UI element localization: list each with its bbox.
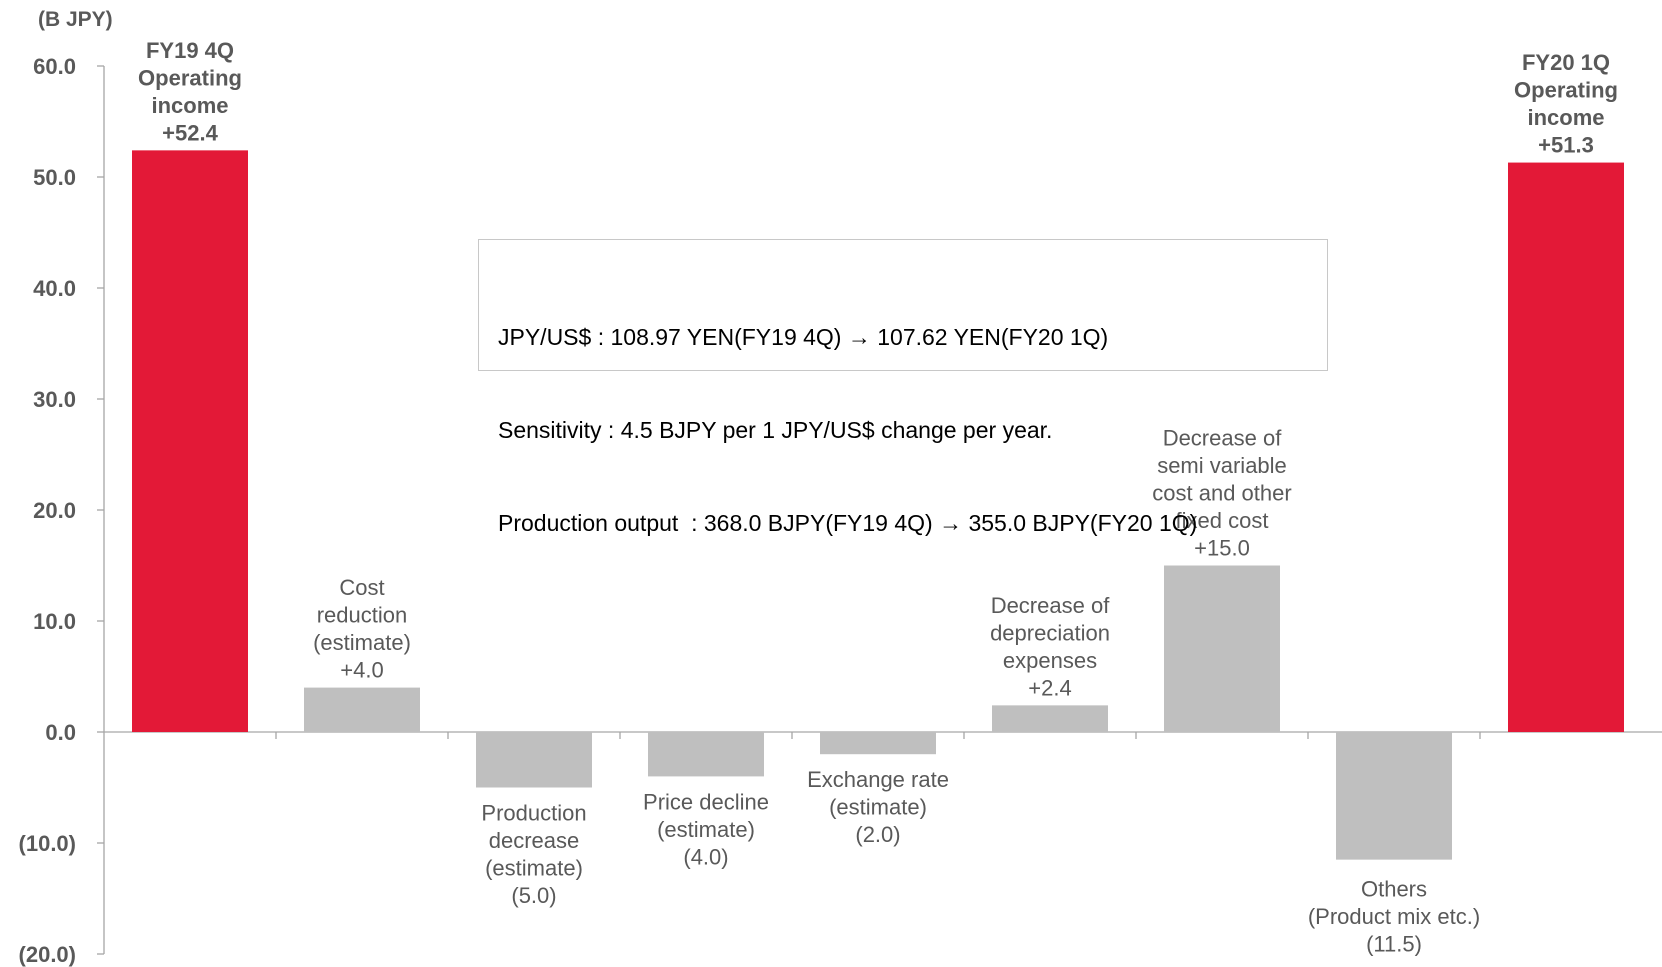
bar-data-label: Cost reduction (estimate) +4.0 — [313, 575, 411, 683]
bar-data-label: Others (Product mix etc.) (11.5) — [1308, 877, 1480, 957]
y-tick-label: 30.0 — [33, 387, 76, 412]
bar-data-label-line: (estimate) — [657, 817, 755, 842]
y-tick-label: (20.0) — [19, 942, 76, 967]
bar-data-label-line: cost and other — [1152, 481, 1291, 506]
y-tick-label: 50.0 — [33, 165, 76, 190]
y-tick-label: 20.0 — [33, 498, 76, 523]
bar-data-label: Production decrease (estimate) (5.0) — [481, 801, 586, 909]
unit-label: (B JPY) — [38, 8, 113, 31]
bar-data-label: FY19 4Q Operating income +52.4 — [138, 38, 242, 146]
bar-data-label-line: (Product mix etc.) — [1308, 904, 1480, 929]
info-line-exchange: JPY/US$ : 108.97 YEN(FY19 4Q) → 107.62 Y… — [498, 324, 1109, 350]
y-tick-label: 10.0 — [33, 609, 76, 634]
bar-data-label: Decrease of depreciation expenses +2.4 — [990, 593, 1110, 701]
delta-bar — [648, 732, 764, 777]
bar-data-label-line: Exchange rate — [807, 767, 949, 792]
delta-bar — [1336, 732, 1452, 860]
bar-data-label: FY20 1Q Operating income +51.3 — [1514, 50, 1618, 158]
bar-data-label-line: Decrease of — [991, 593, 1111, 618]
bar-data-label-line: +15.0 — [1194, 536, 1250, 561]
bar-data-label-line: (2.0) — [855, 822, 900, 847]
bar-data-label-line: Others — [1361, 877, 1427, 902]
info-line-production: Production output : 368.0 BJPY(FY19 4Q) … — [498, 510, 1198, 536]
bar-data-label-line: income — [151, 93, 228, 118]
bar-data-label-line: (5.0) — [511, 883, 556, 908]
bar-data-label-line: income — [1527, 105, 1604, 130]
bar-data-label: Exchange rate (estimate) (2.0) — [807, 767, 949, 847]
delta-bar — [992, 705, 1108, 732]
delta-bar — [820, 732, 936, 755]
bar-data-label-line: FY19 4Q — [146, 38, 234, 63]
bar-data-label-line: (estimate) — [485, 856, 583, 881]
bar-data-label-line: (11.5) — [1366, 932, 1422, 957]
bar-data-label-line: (4.0) — [683, 844, 728, 869]
bar-data-label-line: Price decline — [643, 789, 769, 814]
bar-data-label-line: Production — [481, 801, 586, 826]
total-bar — [1508, 162, 1624, 732]
bar-data-label-line: FY20 1Q — [1522, 50, 1610, 75]
bar-data-label: Price decline (estimate) (4.0) — [643, 789, 769, 869]
bar-data-label-line: +52.4 — [162, 120, 218, 145]
total-bar — [132, 150, 248, 733]
bar-data-label-line: depreciation — [990, 620, 1110, 645]
bar-data-label-line: decrease — [489, 828, 580, 853]
bar-data-label-line: fixed cost — [1176, 508, 1269, 533]
bar-data-label-line: reduction — [317, 603, 408, 628]
y-tick-label: 0.0 — [45, 720, 76, 745]
bar-data-label-line: Cost — [339, 575, 384, 600]
bar-data-label-line: (estimate) — [313, 630, 411, 655]
bar-data-label-line: (estimate) — [829, 795, 927, 820]
delta-bar — [476, 732, 592, 788]
delta-bar — [1164, 565, 1280, 732]
bar-data-label: Decrease of semi variable cost and other fi… — [1152, 426, 1291, 561]
y-tick-label: 60.0 — [33, 54, 76, 79]
bar-data-label-line: semi variable — [1157, 453, 1287, 478]
bar-data-label-line: expenses — [1003, 648, 1097, 673]
delta-bar — [304, 687, 420, 732]
bars-layer — [132, 150, 1624, 860]
y-tick-label: 40.0 — [33, 276, 76, 301]
bar-data-label-line: +51.3 — [1538, 133, 1594, 158]
bar-data-label-line: +2.4 — [1028, 675, 1071, 700]
bar-data-label-line: Decrease of — [1163, 426, 1283, 451]
exchange-rate-info-box: JPY/US$ : 108.97 YEN(FY19 4Q) → 107.62 Y… — [478, 239, 1328, 536]
info-line-sensitivity: Sensitivity : 4.5 BJPY per 1 JPY/US$ cha… — [498, 417, 1053, 443]
bar-data-label-line: Operating — [138, 65, 242, 90]
y-tick-label: (10.0) — [19, 831, 76, 856]
bar-data-label-line: Operating — [1514, 78, 1618, 103]
bar-data-label-line: +4.0 — [340, 658, 383, 683]
